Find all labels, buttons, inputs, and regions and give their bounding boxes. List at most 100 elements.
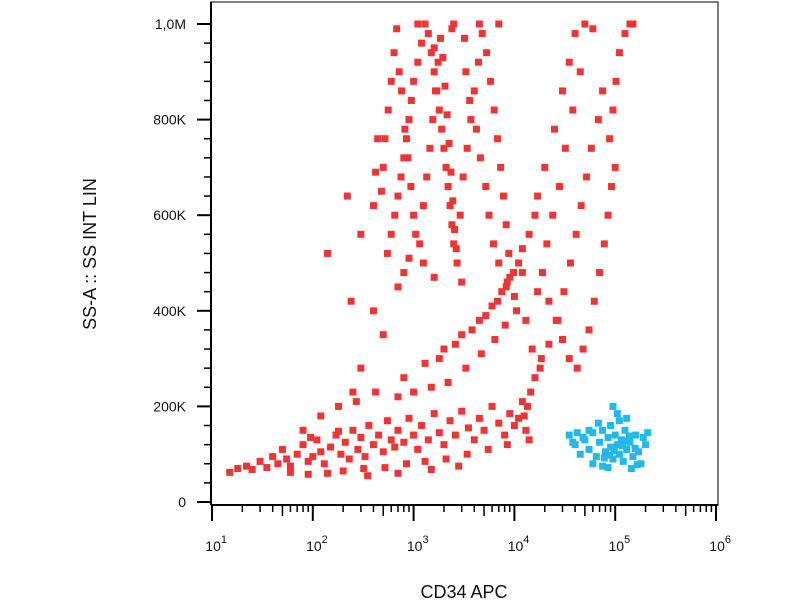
series-1-point — [427, 49, 435, 57]
series-1-point — [357, 364, 365, 372]
series-1-point — [439, 53, 447, 61]
series-1-point — [475, 20, 483, 28]
series-1-point — [421, 359, 429, 367]
series-2-point — [601, 448, 609, 456]
series-2-point — [615, 450, 623, 458]
series-2-point — [618, 442, 626, 450]
series-1-point — [452, 245, 460, 253]
series-1-point — [549, 211, 557, 219]
series-2-point — [600, 454, 608, 462]
series-1-point — [506, 410, 514, 418]
series-1-point — [426, 144, 434, 152]
series-1-point — [278, 445, 286, 453]
series-1-point — [440, 144, 448, 152]
x-axis: 101 102 103 104 105 106 — [205, 504, 731, 554]
series-1-point — [304, 457, 312, 465]
series-1-point — [538, 269, 546, 277]
series-1-point — [525, 230, 533, 238]
series-1-point — [286, 462, 294, 470]
series-1-point — [458, 407, 466, 415]
series-1-point — [561, 144, 569, 152]
series-1-point — [531, 211, 539, 219]
series-1-point — [604, 211, 612, 219]
series-1-point — [269, 453, 277, 461]
y-tick-label: 800K — [153, 112, 186, 128]
series-1-point — [541, 163, 549, 171]
series-1-point — [309, 453, 317, 461]
series-1-point — [405, 116, 413, 124]
series-1-point — [520, 412, 528, 420]
series-1-point — [274, 460, 282, 468]
series-1-point — [462, 68, 470, 76]
series-1-point — [341, 438, 349, 446]
series-2-point — [604, 433, 612, 441]
series-1-point — [534, 192, 542, 200]
series-1-point — [286, 468, 294, 476]
series-1-point — [418, 422, 426, 430]
series-2-point — [604, 464, 612, 472]
series-1-point — [444, 183, 452, 191]
series-1-point — [537, 355, 545, 363]
series-1-point — [506, 273, 514, 281]
series-1-point — [387, 436, 395, 444]
series-1-point — [522, 426, 530, 434]
series-1-point — [435, 355, 443, 363]
series-1-point — [615, 49, 623, 57]
series-1-point — [430, 68, 438, 76]
series-1-point — [612, 77, 620, 85]
series-1-point — [394, 426, 402, 434]
series-1-point — [410, 388, 418, 396]
series-1-point — [450, 240, 458, 248]
series-1-point — [555, 183, 563, 191]
x-tick-label: 102 — [306, 534, 328, 554]
series-1-point — [391, 211, 399, 219]
series-1-point — [513, 307, 521, 315]
series-1-point — [394, 283, 402, 291]
series-1-point — [345, 455, 353, 463]
series-2-point — [579, 433, 587, 441]
series-1-point — [572, 230, 580, 238]
series-2-point — [606, 451, 614, 459]
series-1-point — [307, 433, 315, 441]
series-1-point — [503, 278, 511, 286]
series-1-point — [565, 58, 573, 66]
series-2-point — [599, 462, 607, 470]
series-1-point — [429, 116, 437, 124]
series-1-point — [435, 429, 443, 437]
series-1-point — [518, 269, 526, 277]
series-1-point — [543, 240, 551, 248]
series-2-point — [589, 460, 597, 468]
series-1-point — [243, 462, 251, 470]
series-1-point — [497, 163, 505, 171]
series-1-point — [455, 462, 463, 470]
series-1-point — [407, 96, 415, 104]
series-1-point — [339, 467, 347, 475]
series-1-point — [554, 316, 562, 324]
series-1-point — [430, 273, 438, 281]
series-1-point — [440, 345, 448, 353]
series-1-point — [599, 87, 607, 95]
y-tick-label: 200K — [153, 398, 186, 414]
series-1-point — [407, 183, 415, 191]
series-1-point — [443, 111, 451, 119]
series-2-point — [573, 429, 581, 437]
series-1-point — [477, 350, 485, 358]
series-1-point — [579, 345, 587, 353]
series-2-point — [631, 444, 639, 452]
series-2-point — [576, 450, 584, 458]
x-tick-label: 105 — [608, 534, 630, 554]
series-1-point — [324, 249, 332, 257]
series-1-point — [482, 312, 490, 320]
series-2-point — [594, 419, 602, 427]
series-2-point — [565, 431, 573, 439]
series-1-point — [482, 183, 490, 191]
x-tick-label: 103 — [407, 534, 429, 554]
series-1-point — [435, 106, 443, 114]
series-1-point — [372, 168, 380, 176]
series-1-point — [524, 402, 532, 410]
series-1-point — [450, 20, 458, 28]
series-1-point — [447, 168, 455, 176]
series-2-point — [615, 417, 623, 425]
series-1-point — [621, 30, 629, 38]
series-1-point — [397, 173, 405, 181]
